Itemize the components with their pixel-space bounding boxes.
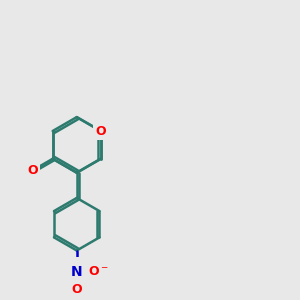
Text: O$^-$: O$^-$ (88, 265, 109, 278)
Text: O: O (28, 164, 38, 177)
Text: O: O (95, 124, 106, 137)
Text: O: O (71, 283, 82, 296)
Text: N: N (71, 265, 82, 279)
